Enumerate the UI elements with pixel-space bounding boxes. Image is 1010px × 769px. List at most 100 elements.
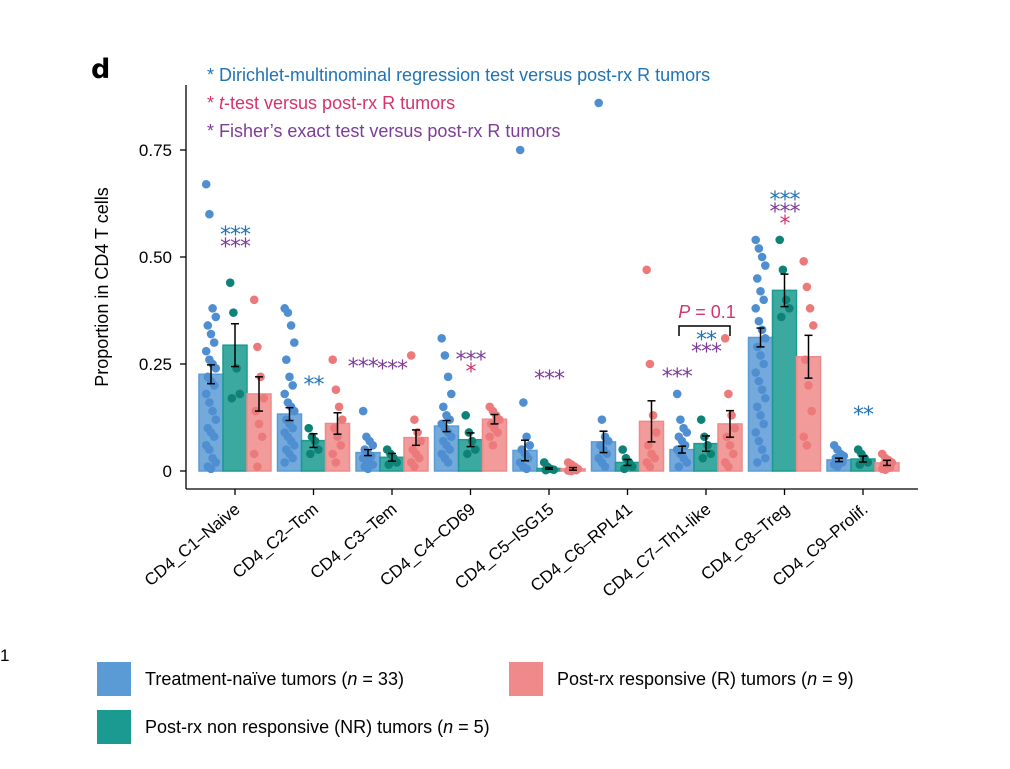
- legend-label: Treatment-naïve tumors (n = 33): [145, 668, 404, 689]
- point-naive: [211, 312, 221, 322]
- point-r: [804, 381, 813, 390]
- point-naive: [445, 445, 455, 454]
- legend-swatch-r: [509, 662, 543, 696]
- legend-item-nr: Post-rx non responsive (NR) tumors (n = …: [97, 710, 490, 744]
- note-text: Dirichlet-multinominal regression test v…: [219, 65, 711, 85]
- point-naive: [209, 432, 219, 442]
- point-r: [805, 304, 815, 313]
- point-nr: [620, 464, 629, 474]
- note-prefix: *: [207, 65, 220, 85]
- point-nr: [863, 458, 873, 467]
- point-r: [645, 462, 655, 472]
- point-r: [488, 441, 498, 450]
- significance-mark: ***: [534, 367, 565, 392]
- point-r: [724, 389, 733, 399]
- point-r: [334, 402, 344, 412]
- y-tick-label: 0.25: [139, 355, 172, 374]
- point-naive: [283, 308, 293, 317]
- point-nr: [696, 415, 706, 424]
- point-nr: [785, 304, 794, 313]
- point-nr: [232, 363, 241, 373]
- point-naive: [751, 428, 760, 437]
- point-naive: [753, 458, 762, 467]
- point-nr: [700, 432, 709, 442]
- point-nr: [781, 295, 791, 305]
- legend-item-r: Post-rx responsive (R) tumors (n = 9): [509, 662, 854, 696]
- point-r: [416, 436, 426, 446]
- point-naive: [754, 376, 764, 386]
- point-naive: [754, 316, 764, 326]
- point-naive: [201, 389, 211, 399]
- point-r: [414, 453, 424, 463]
- point-naive: [290, 338, 299, 347]
- significance-mark: *: [780, 212, 791, 237]
- point-naive: [208, 406, 217, 416]
- point-naive: [288, 423, 298, 433]
- point-r: [330, 423, 339, 433]
- point-naive: [757, 252, 767, 262]
- point-r: [259, 393, 269, 403]
- point-nr: [225, 278, 235, 287]
- point-naive: [672, 389, 682, 399]
- point-r: [254, 419, 264, 429]
- point-r: [328, 449, 338, 459]
- legend-label: Post-rx non responsive (NR) tumors (n = …: [145, 716, 490, 737]
- point-nr: [698, 453, 708, 463]
- point-nr: [314, 445, 323, 454]
- point-r: [881, 465, 890, 475]
- significance-bracket: [678, 325, 731, 336]
- point-nr: [229, 308, 238, 317]
- point-r: [495, 415, 504, 424]
- point-r: [644, 441, 653, 450]
- significance-mark: ***: [770, 188, 801, 213]
- point-r: [648, 411, 658, 420]
- point-nr: [384, 460, 394, 469]
- point-naive: [519, 398, 528, 407]
- legend-swatch-nr: [97, 710, 131, 744]
- point-naive: [600, 462, 610, 472]
- point-naive: [515, 145, 525, 155]
- significance-mark: ***: [662, 365, 693, 390]
- point-naive: [525, 441, 535, 450]
- point-naive: [676, 415, 685, 424]
- point-r: [328, 355, 338, 365]
- point-naive: [205, 445, 214, 454]
- point-naive: [751, 368, 760, 377]
- point-r: [249, 449, 259, 459]
- point-r: [331, 458, 341, 467]
- significance-mark: ***: [456, 348, 487, 373]
- point-r: [650, 453, 659, 463]
- significance-mark: ***: [691, 340, 722, 365]
- point-r: [802, 282, 812, 292]
- point-nr: [461, 411, 471, 420]
- point-naive: [682, 428, 692, 437]
- point-nr: [618, 445, 627, 454]
- point-nr: [306, 449, 315, 459]
- point-naive: [751, 235, 760, 245]
- point-r: [725, 441, 735, 450]
- point-naive: [682, 458, 692, 467]
- point-r: [249, 295, 259, 305]
- point-nr: [471, 445, 480, 454]
- point-r: [802, 441, 812, 450]
- p-value-label: P = 0.1: [678, 302, 736, 322]
- point-naive: [211, 363, 221, 373]
- legend-label: Post-rx responsive (R) tumors (n = 9): [557, 668, 854, 689]
- point-naive: [203, 321, 213, 330]
- point-naive: [440, 351, 450, 360]
- point-naive: [205, 209, 214, 219]
- point-naive: [759, 295, 768, 305]
- point-r: [807, 406, 816, 416]
- point-nr: [392, 458, 402, 467]
- point-naive: [205, 398, 214, 407]
- point-naive: [288, 453, 298, 463]
- point-naive: [756, 351, 765, 360]
- note-fisher: * Fisher’s exact test versus post-rx R t…: [207, 121, 560, 142]
- point-nr: [463, 449, 472, 459]
- point-r: [720, 334, 730, 343]
- point-naive: [443, 372, 453, 382]
- legend-item-naive: Treatment-naïve tumors (n = 33): [97, 662, 404, 696]
- point-naive: [757, 325, 767, 335]
- point-naive: [211, 415, 221, 424]
- point-naive: [594, 98, 603, 108]
